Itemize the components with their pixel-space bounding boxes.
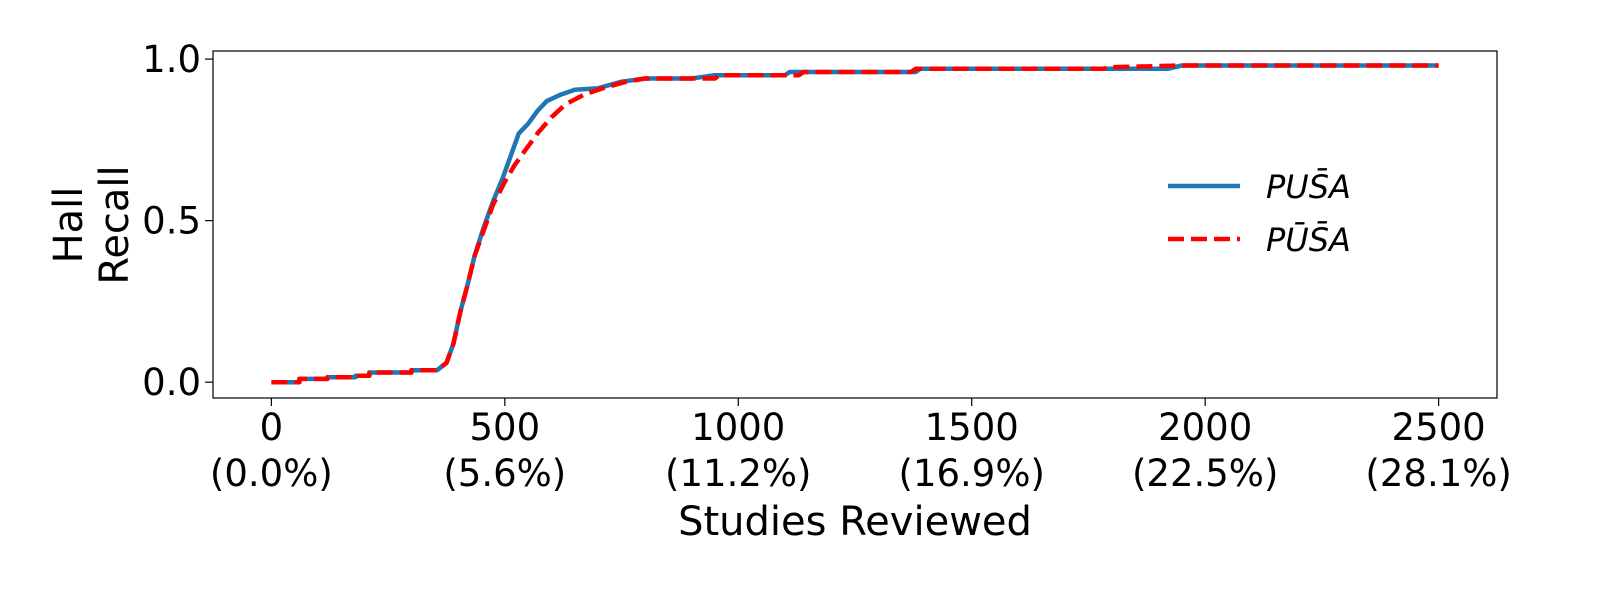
series-lines: [271, 63, 1439, 385]
x-tick-sublabel: (22.5%): [1132, 452, 1278, 495]
x-tick-label: 500: [470, 406, 541, 449]
x-tick-label: 2000: [1158, 406, 1252, 449]
y-tick-label: 1.0: [142, 38, 201, 81]
legend-label-pubarsa: PŪS̄A: [1266, 220, 1351, 259]
x-tick-label: 1000: [691, 406, 785, 449]
axis-ticks: 0(0.0%) 500(5.6%) 1000(11.2%) 1500(16.9%) 20…: [142, 38, 1512, 495]
x-tick-sublabel: (0.0%): [210, 452, 333, 495]
y-axis-title: Hall Recall: [46, 165, 138, 284]
x-tick-label: 0: [260, 406, 284, 449]
series-line-1: [271, 63, 1439, 385]
x-tick-label: 1500: [925, 406, 1019, 449]
x-tick-sublabel: (28.1%): [1365, 452, 1511, 495]
x-tick-label: 2500: [1392, 406, 1486, 449]
x-tick-sublabel: (16.9%): [899, 452, 1045, 495]
legend: PUS̄A PŪS̄A: [1168, 167, 1351, 259]
x-tick-sublabel: (11.2%): [665, 452, 811, 495]
series-line-0: [271, 63, 1439, 385]
plot-area-frame: [212, 50, 1498, 399]
y-axis-title-line-2: Recall: [92, 165, 138, 284]
x-axis-title: Studies Reviewed: [678, 499, 1032, 545]
y-tick-label: 0.0: [142, 361, 201, 404]
legend-label-pusa: PUS̄A: [1266, 167, 1351, 206]
y-tick-label: 0.5: [142, 200, 201, 243]
x-tick-sublabel: (5.6%): [443, 452, 566, 495]
y-axis-title-line-1: Hall: [46, 187, 92, 264]
